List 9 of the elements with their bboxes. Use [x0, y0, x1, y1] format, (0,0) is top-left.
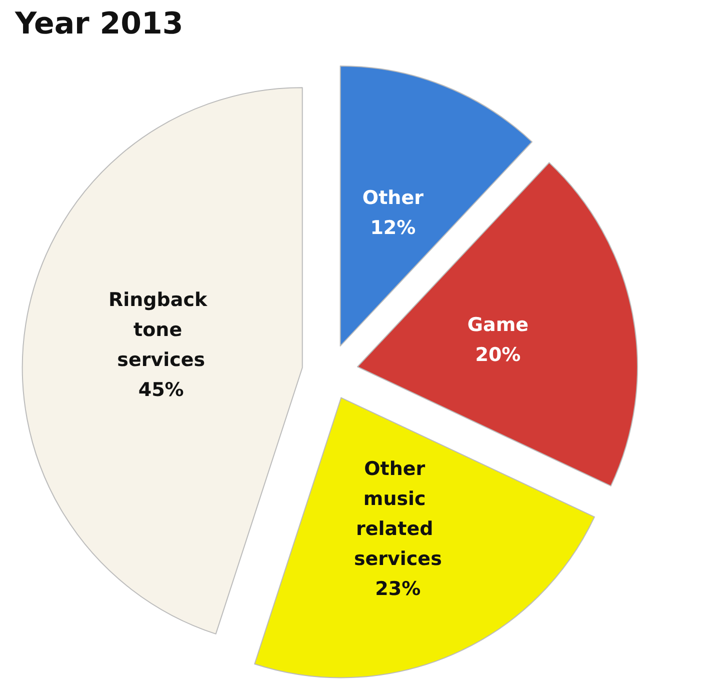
slice-label: Other music related services [354, 458, 442, 570]
chart-title: Year 2013 [14, 6, 184, 42]
slice-label: Other [362, 187, 424, 210]
slice-label: Game [467, 314, 529, 336]
data-label: 23% [375, 578, 421, 600]
data-label: 20% [475, 344, 521, 366]
data-label: 12% [370, 217, 416, 240]
slice-label: Ringback tone services [108, 289, 214, 372]
data-label: 45% [138, 379, 184, 402]
